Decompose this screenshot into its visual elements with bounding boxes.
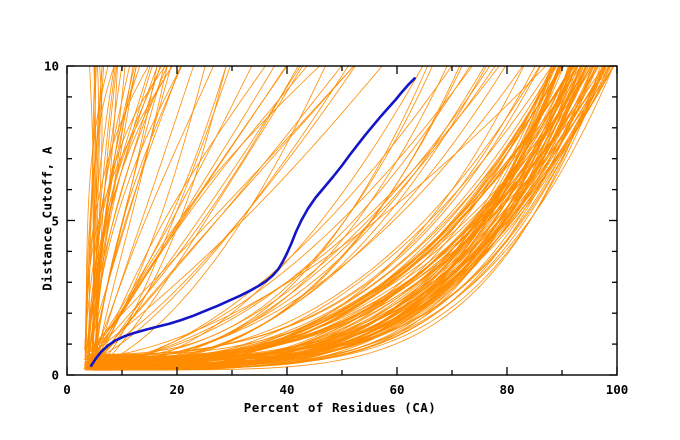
axis-ticks bbox=[66, 65, 618, 376]
series-line-steep-14 bbox=[92, 66, 103, 366]
series-line-lower-93 bbox=[85, 66, 579, 362]
series-line-steep-32 bbox=[94, 66, 134, 359]
series-line-lower-28 bbox=[94, 66, 553, 366]
series-line-steep-11 bbox=[96, 66, 153, 362]
highlight-series-line bbox=[89, 77, 416, 368]
series-line-steep-34 bbox=[88, 66, 137, 348]
series-line-steep-35 bbox=[85, 66, 97, 358]
series-line-outer-13 bbox=[91, 66, 496, 368]
y-tick-label-0: 0 bbox=[51, 367, 59, 383]
series-line-lower-87 bbox=[99, 66, 605, 369]
series-line-lower-86 bbox=[86, 66, 575, 368]
x-tick-label-0: 0 bbox=[63, 382, 71, 397]
series-line-outer-16 bbox=[88, 66, 461, 362]
series-line-steep-29 bbox=[85, 66, 173, 366]
series-line-outer-10 bbox=[97, 66, 562, 357]
series-line-mid-18 bbox=[97, 66, 320, 367]
series-line-steep-23 bbox=[91, 66, 166, 354]
series-line-steep-27 bbox=[96, 66, 105, 356]
series-line-steep-31 bbox=[88, 66, 115, 368]
series-line-mid-24 bbox=[96, 66, 301, 367]
series-line-outer-19 bbox=[88, 66, 536, 356]
series-line-outer-18 bbox=[97, 66, 471, 362]
x-tick-label-100: 100 bbox=[605, 382, 629, 397]
series-line-outer-12 bbox=[92, 66, 473, 366]
series-layer bbox=[83, 66, 615, 371]
series-line-steep-33 bbox=[89, 66, 95, 363]
series-line-lower-84 bbox=[99, 66, 560, 367]
x-axis-label: Percent of Residues (CA) bbox=[243, 400, 437, 415]
series-line-mid-14 bbox=[94, 66, 349, 359]
series-line-outer-11 bbox=[97, 66, 428, 361]
x-tick-label-60: 60 bbox=[389, 382, 405, 397]
x-tick-label-80: 80 bbox=[499, 382, 515, 397]
series-line-mid-23 bbox=[86, 66, 253, 356]
series-line-outer-17 bbox=[86, 66, 500, 367]
x-tick-label-20: 20 bbox=[169, 382, 185, 397]
series-line-steep-22 bbox=[86, 66, 126, 363]
series-line-lower-94 bbox=[101, 66, 585, 369]
x-tick-label-40: 40 bbox=[279, 382, 295, 397]
series-line-steep-3 bbox=[85, 66, 172, 365]
series-line-steep-18 bbox=[87, 66, 162, 348]
series-line-lower-82 bbox=[84, 66, 553, 371]
y-axis-label: Distance Cutoff, A bbox=[39, 146, 55, 291]
series-line-mid-11 bbox=[86, 66, 355, 354]
series-line-outer-15 bbox=[92, 66, 541, 357]
series-line-steep-26 bbox=[96, 66, 168, 359]
series-line-mid-25 bbox=[90, 66, 342, 367]
series-line-outer-2 bbox=[86, 66, 547, 359]
series-line-steep-37 bbox=[92, 66, 158, 361]
series-line-mid-20 bbox=[86, 66, 356, 359]
series-line-outer-21 bbox=[98, 66, 453, 368]
series-line-outer-20 bbox=[85, 66, 525, 366]
series-line-lower-95 bbox=[88, 66, 595, 364]
series-line-mid-3 bbox=[90, 66, 383, 355]
series-line-mid-5 bbox=[94, 66, 227, 357]
series-line-steep-21 bbox=[96, 66, 118, 368]
series-line-mid-12 bbox=[97, 66, 194, 357]
series-line-steep-19 bbox=[92, 66, 103, 353]
y-tick-label-5: 5 bbox=[51, 213, 59, 228]
series-line-outer-0 bbox=[94, 66, 448, 360]
series-line-mid-10 bbox=[93, 66, 214, 351]
series-line-steep-36 bbox=[95, 66, 151, 357]
series-line-mid-7 bbox=[91, 66, 326, 368]
y-tick-label-10: 10 bbox=[43, 58, 59, 74]
axis-layer bbox=[66, 65, 618, 376]
series-line-mid-4 bbox=[85, 66, 299, 360]
series-line-mid-19 bbox=[97, 66, 266, 359]
